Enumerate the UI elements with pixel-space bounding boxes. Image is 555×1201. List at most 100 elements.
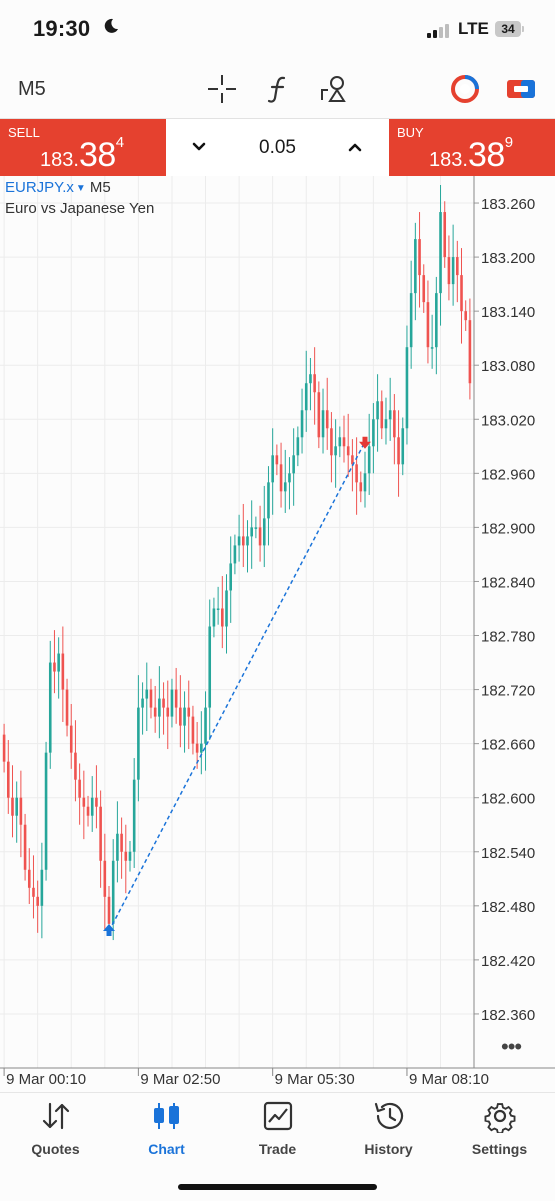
candle-body — [250, 527, 253, 537]
sell-arrow-icon — [358, 436, 371, 449]
candlestick-chart[interactable]: 183.260 183.200 183.140 183.080 183.020 182.9… — [0, 176, 555, 1092]
candle-body — [170, 689, 174, 717]
trade-panel-icon[interactable] — [504, 72, 538, 106]
nav-trade[interactable]: Trade — [222, 1099, 333, 1169]
buy-label: BUY — [397, 125, 424, 140]
candle-body — [246, 536, 249, 546]
candle-body — [124, 851, 128, 861]
candle-body — [447, 257, 451, 285]
candle-body — [262, 518, 266, 546]
candle-body — [351, 455, 354, 465]
candle-body — [309, 374, 312, 384]
candle-body — [405, 347, 409, 429]
symbol-selector[interactable]: EURJPY.x ▼ M5 — [5, 179, 111, 196]
candle-body — [116, 833, 119, 861]
timeframe-button[interactable]: M5 — [18, 78, 46, 100]
y-tick-label: 183.260 — [481, 196, 535, 213]
candle-body — [397, 437, 400, 465]
sell-button[interactable]: SELL 183.384 — [0, 119, 166, 176]
trade-icon — [263, 1101, 292, 1131]
candle-body — [99, 806, 102, 861]
bottom-navigation: Quotes Chart Trade History — [0, 1092, 555, 1201]
candle-body — [233, 545, 237, 564]
price-chart[interactable]: EURJPY.x ▼ M5 Euro vs Japanese Yen 183.260… — [0, 176, 555, 1092]
candle-body — [275, 455, 279, 465]
y-tick-label: 182.900 — [481, 520, 535, 537]
y-tick-label: 183.080 — [481, 358, 535, 375]
y-tick-label: 182.600 — [481, 791, 535, 808]
candle-body — [82, 797, 86, 807]
one-click-trade-bar: SELL 183.384 0.05 BUY 183.389 — [0, 118, 555, 177]
y-tick-label: 182.780 — [481, 629, 535, 646]
candle-body — [296, 437, 300, 456]
buy-price: 183.389 — [429, 134, 514, 174]
candle-body — [141, 698, 144, 708]
candle-body — [216, 608, 220, 610]
candle-body — [212, 608, 216, 627]
candle-body — [2, 734, 6, 762]
nav-quotes[interactable]: Quotes — [0, 1099, 111, 1169]
candle-body — [61, 653, 65, 690]
candle-body — [426, 302, 430, 348]
candle-body — [367, 446, 371, 474]
y-tick-label: 182.660 — [481, 737, 535, 754]
candle-body — [158, 698, 161, 717]
y-tick-label: 182.480 — [481, 899, 535, 916]
candle-body — [464, 311, 468, 321]
caret-down-icon: ▼ — [75, 183, 86, 194]
candle-body — [401, 428, 405, 465]
chevron-up-icon[interactable] — [344, 136, 366, 158]
buy-button[interactable]: BUY 183.389 — [389, 119, 555, 176]
candle-body — [204, 707, 207, 744]
network-label: LTE — [458, 19, 489, 38]
candle-body — [225, 590, 228, 627]
lot-size-control: 0.05 — [166, 119, 389, 176]
candle-body — [11, 797, 14, 816]
candle-body — [330, 428, 333, 456]
candle-body — [317, 392, 321, 438]
candle-body — [380, 401, 384, 429]
candle-body — [145, 689, 149, 699]
candle-body — [292, 455, 295, 474]
home-indicator — [178, 1184, 377, 1190]
candle-body — [443, 212, 447, 258]
sell-label: SELL — [8, 125, 40, 140]
one-click-trading-icon[interactable] — [448, 72, 482, 106]
nav-label: History — [364, 1141, 413, 1157]
candle-body — [359, 482, 363, 492]
nav-chart[interactable]: Chart — [111, 1099, 222, 1169]
lot-size-value[interactable]: 0.05 — [259, 137, 296, 158]
nav-settings[interactable]: Settings — [444, 1099, 555, 1169]
crosshair-icon[interactable] — [205, 72, 239, 106]
candle-body — [153, 707, 157, 717]
candle-body — [27, 869, 31, 888]
nav-label: Quotes — [31, 1141, 80, 1157]
candle-body — [325, 410, 329, 429]
candle-body — [149, 689, 153, 708]
candle-body — [111, 860, 115, 924]
candle-body — [40, 869, 44, 906]
status-bar: 19:30 LTE 34 — [0, 0, 555, 60]
chevron-down-icon[interactable] — [188, 136, 210, 158]
candle-body — [32, 887, 35, 897]
history-icon — [374, 1102, 403, 1129]
objects-icon[interactable] — [318, 72, 352, 106]
nav-history[interactable]: History — [333, 1099, 444, 1169]
more-icon[interactable]: ••• — [501, 1034, 522, 1059]
nav-label: Settings — [471, 1141, 528, 1157]
candle-body — [200, 743, 203, 753]
candle-body — [334, 446, 337, 456]
y-tick-label: 182.540 — [481, 845, 535, 862]
candle-body — [19, 797, 23, 825]
candle-body — [279, 464, 283, 492]
nav-label: Trade — [258, 1141, 297, 1157]
candle-body — [174, 689, 178, 708]
candle-body — [229, 563, 233, 591]
candle-body — [15, 797, 18, 816]
chart-timeframe: M5 — [89, 179, 111, 196]
x-tick-label: 9 Mar 02:50 — [140, 1071, 220, 1088]
x-tick-label: 9 Mar 08:10 — [409, 1071, 489, 1088]
candle-body — [36, 896, 39, 906]
indicators-icon[interactable] — [262, 72, 296, 106]
nav-label: Chart — [148, 1141, 185, 1157]
